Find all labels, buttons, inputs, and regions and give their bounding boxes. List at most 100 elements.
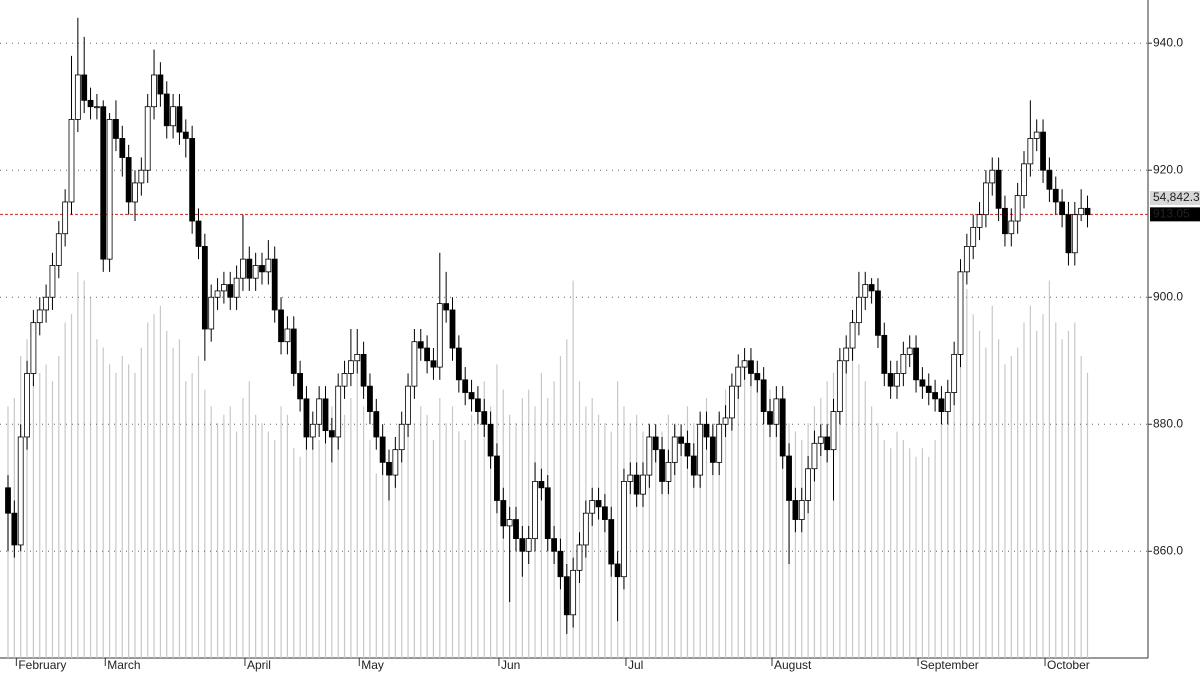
volume-label-box	[1150, 191, 1200, 206]
candle-body	[163, 93, 170, 127]
candle-body	[976, 214, 983, 228]
candle-body	[5, 487, 11, 514]
candle-body	[589, 500, 596, 514]
candle-body	[1084, 207, 1091, 216]
candle-body	[582, 512, 589, 546]
candle-body	[354, 354, 361, 362]
candle-body	[62, 201, 69, 235]
candle-body	[906, 347, 913, 355]
last-price-box	[1150, 207, 1200, 222]
candle-body	[887, 373, 894, 387]
candle-body	[316, 398, 323, 425]
candle-body	[671, 436, 678, 463]
candle-body	[303, 398, 310, 438]
candle-body	[328, 430, 335, 438]
candle-body	[830, 411, 837, 451]
candle-body	[697, 423, 704, 476]
x-tick-label: April	[247, 658, 271, 672]
candle-body	[532, 481, 538, 539]
candle-body	[919, 379, 926, 387]
candle-body	[157, 74, 164, 95]
candle-body	[652, 436, 659, 451]
candle-body	[856, 296, 862, 324]
candle-body	[265, 258, 272, 273]
candle-body	[100, 106, 107, 260]
candle-body	[227, 284, 234, 298]
candle-body	[297, 373, 304, 400]
candle-body	[138, 169, 145, 184]
candle-body	[748, 360, 754, 374]
candle-body	[608, 519, 615, 565]
candle-body	[1033, 131, 1040, 139]
candle-body	[989, 169, 996, 184]
candle-body	[836, 360, 843, 412]
candle-body	[868, 284, 875, 292]
x-tick-label: October	[1047, 658, 1090, 672]
candle-body	[373, 411, 380, 438]
candle-body	[11, 512, 18, 546]
candle-body	[24, 373, 30, 438]
candle-body	[729, 385, 735, 419]
candle-body	[81, 74, 88, 101]
candle-body	[259, 265, 265, 273]
candle-body	[208, 296, 215, 330]
x-tick-label: May	[361, 658, 384, 672]
candle-body	[49, 265, 56, 298]
candle-body	[1065, 214, 1072, 254]
candle-body	[449, 309, 456, 349]
candle-body	[214, 290, 221, 298]
candle-body	[614, 563, 621, 578]
candle-body	[894, 373, 900, 387]
candle-body	[760, 379, 767, 412]
candle-body	[1040, 131, 1046, 171]
candle-body	[500, 500, 507, 527]
candle-body	[386, 461, 392, 476]
candle-body	[87, 99, 94, 108]
candle-body	[640, 474, 646, 495]
last-price-label: 913.05	[1153, 207, 1190, 221]
y-tick-label: 900.0	[1153, 289, 1183, 303]
candle-body	[144, 106, 151, 171]
candle-body	[881, 334, 888, 374]
candle-body	[862, 284, 869, 298]
candle-body	[557, 550, 564, 578]
candle-body	[246, 258, 253, 279]
y-tick-label: 940.0	[1153, 35, 1183, 49]
candle-body	[646, 436, 653, 476]
candle-body	[570, 569, 577, 616]
candle-body	[405, 385, 411, 425]
candle-body	[1046, 169, 1053, 190]
candle-body	[151, 74, 157, 108]
candle-body	[843, 347, 850, 362]
candle-body	[538, 481, 545, 489]
candle-body	[360, 354, 367, 387]
candle-body	[341, 373, 348, 387]
candle-body	[30, 322, 37, 374]
candle-body	[290, 328, 297, 374]
candle-body	[513, 519, 519, 539]
candle-body	[113, 119, 119, 139]
candle-body	[805, 468, 811, 501]
candle-body	[551, 538, 557, 552]
candle-body	[621, 481, 627, 578]
candle-body	[932, 392, 938, 400]
candle-body	[240, 258, 246, 279]
candle-body	[335, 385, 342, 438]
candle-body	[74, 74, 81, 120]
candle-body	[398, 423, 405, 451]
candle-body	[220, 284, 227, 292]
candle-body	[474, 398, 481, 412]
candle-body	[995, 169, 1002, 209]
candle-body	[735, 366, 742, 387]
candle-body	[481, 411, 488, 425]
candle-body	[633, 474, 640, 495]
candle-body	[627, 474, 634, 482]
candle-body	[767, 411, 773, 425]
candle-body	[94, 106, 100, 109]
candle-body	[703, 423, 710, 438]
candle-body	[1059, 201, 1065, 216]
candle-body	[411, 341, 418, 387]
candle-body	[1027, 138, 1034, 165]
candle-body	[900, 354, 907, 374]
